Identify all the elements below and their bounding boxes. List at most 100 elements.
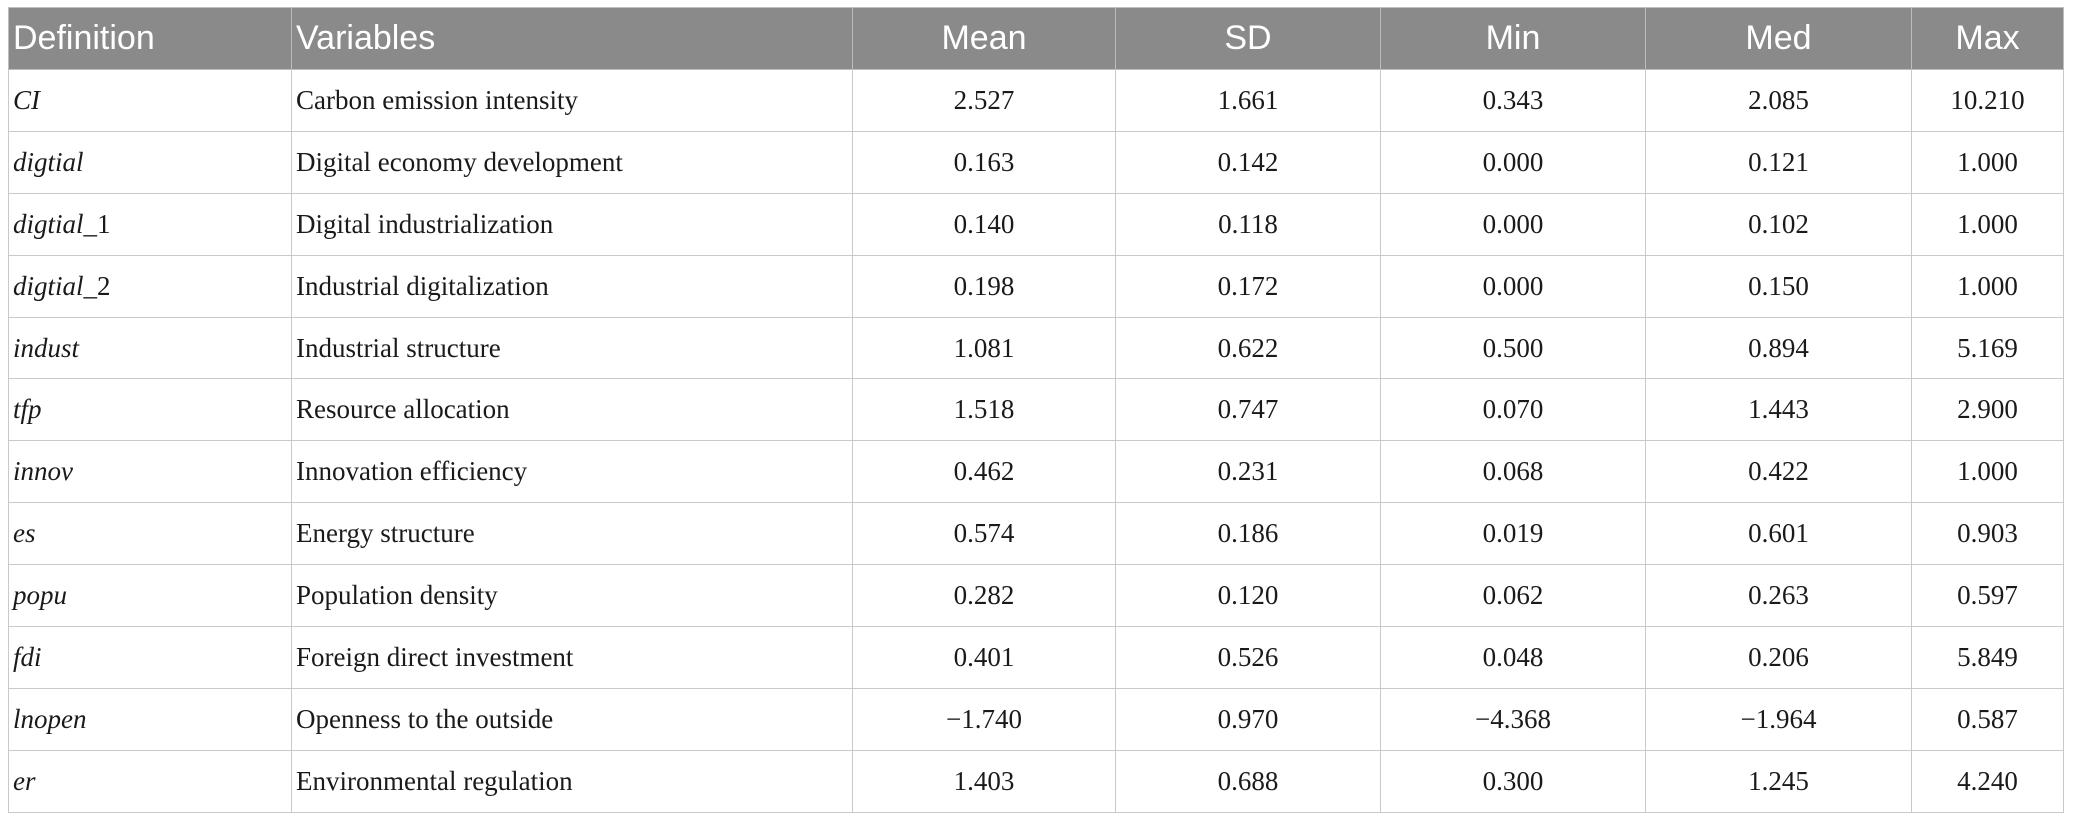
med-value: 0.150	[1645, 254, 1912, 318]
variable-symbol-cell: CI	[8, 69, 292, 132]
sd-value: 0.688	[1115, 749, 1381, 813]
sd-value: 1.661	[1115, 69, 1381, 132]
header-definition: Definition	[8, 7, 292, 70]
max-value: 5.849	[1911, 626, 2064, 689]
med-value: 1.443	[1645, 378, 1912, 442]
table-row: tfp Resource allocation 1.518 0.747 0.070 1.4…	[8, 378, 2064, 442]
max-value: 1.000	[1911, 440, 2064, 504]
min-value: 0.500	[1380, 316, 1646, 380]
table-row: indust Industrial structure 1.081 0.622 0.50…	[8, 316, 2064, 380]
variable-symbol: digtial	[13, 208, 84, 239]
mean-value: 0.401	[852, 626, 1116, 689]
max-value: 0.903	[1911, 502, 2064, 566]
variable-description: Digital economy development	[291, 130, 853, 194]
med-value: 0.102	[1645, 192, 1912, 256]
min-value: 0.000	[1380, 130, 1646, 194]
med-value: 2.085	[1645, 69, 1912, 132]
min-value: 0.062	[1380, 564, 1646, 628]
min-value: 0.000	[1380, 192, 1646, 256]
variable-symbol: tfp	[13, 394, 42, 425]
table-row: es Energy structure 0.574 0.186 0.019 0.601 0.…	[8, 502, 2064, 566]
table-row: digtial Digital economy development 0.163 0…	[8, 130, 2064, 194]
variable-symbol: es	[13, 518, 36, 549]
variable-description: Foreign direct investment	[291, 626, 853, 689]
variable-symbol-cell: digtial	[8, 130, 292, 194]
variable-description: Environmental regulation	[291, 749, 853, 813]
med-value: 0.263	[1645, 564, 1912, 628]
header-mean: Mean	[852, 7, 1116, 70]
mean-value: 0.140	[852, 192, 1116, 256]
sd-value: 0.970	[1115, 687, 1381, 751]
med-value: −1.964	[1645, 687, 1912, 751]
sd-value: 0.142	[1115, 130, 1381, 194]
max-value: 1.000	[1911, 192, 2064, 256]
max-value: 1.000	[1911, 130, 2064, 194]
mean-value: 0.282	[852, 564, 1116, 628]
mean-value: 0.574	[852, 502, 1116, 566]
max-value: 1.000	[1911, 254, 2064, 318]
variable-symbol: indust	[13, 332, 80, 363]
max-value: 10.210	[1911, 69, 2064, 132]
variable-description: Innovation efficiency	[291, 440, 853, 504]
sd-value: 0.622	[1115, 316, 1381, 380]
med-value: 0.422	[1645, 440, 1912, 504]
variable-symbol-cell: tfp	[8, 378, 292, 442]
sd-value: 0.186	[1115, 502, 1381, 566]
max-value: 0.587	[1911, 687, 2064, 751]
min-value: 0.070	[1380, 378, 1646, 442]
header-sd: SD	[1115, 7, 1381, 70]
table-row: fdi Foreign direct investment 0.401 0.526 0.…	[8, 626, 2064, 689]
table-row: CI Carbon emission intensity 2.527 1.661 0.3…	[8, 69, 2064, 132]
mean-value: 0.163	[852, 130, 1116, 194]
variable-suffix: _2	[83, 270, 111, 301]
min-value: 0.019	[1380, 502, 1646, 566]
mean-value: −1.740	[852, 687, 1116, 751]
variable-symbol-cell: innov	[8, 440, 292, 504]
med-value: 0.601	[1645, 502, 1912, 566]
mean-value: 2.527	[852, 69, 1116, 132]
med-value: 0.121	[1645, 130, 1912, 194]
variable-description: Industrial structure	[291, 316, 853, 380]
variable-description: Industrial digitalization	[291, 254, 853, 318]
min-value: 0.048	[1380, 626, 1646, 689]
variable-symbol: digtial	[13, 146, 84, 177]
variable-symbol: lnopen	[13, 703, 87, 734]
variable-symbol-cell: lnopen	[8, 687, 292, 751]
sd-value: 0.172	[1115, 254, 1381, 318]
variable-suffix: _1	[83, 208, 111, 239]
header-variables: Variables	[291, 7, 853, 70]
sd-value: 0.231	[1115, 440, 1381, 504]
table-row: digtial_1 Digital industrialization 0.140 0…	[8, 192, 2064, 256]
statistics-table-container: Definition Variables Mean SD Min Med Max…	[8, 7, 2064, 813]
variable-description: Digital industrialization	[291, 192, 853, 256]
variable-symbol: er	[13, 765, 36, 796]
table-row: popu Population density 0.282 0.120 0.062 0.2…	[8, 564, 2064, 628]
table-body: CI Carbon emission intensity 2.527 1.661 0.3…	[8, 69, 2064, 813]
variable-symbol-cell: popu	[8, 564, 292, 628]
min-value: 0.000	[1380, 254, 1646, 318]
descriptive-statistics-table: Definition Variables Mean SD Min Med Max…	[8, 7, 2064, 813]
variable-symbol: fdi	[13, 641, 42, 672]
table-row: digtial_2 Industrial digitalization 0.198 0…	[8, 254, 2064, 318]
sd-value: 0.118	[1115, 192, 1381, 256]
sd-value: 0.526	[1115, 626, 1381, 689]
sd-value: 0.120	[1115, 564, 1381, 628]
med-value: 0.206	[1645, 626, 1912, 689]
variable-symbol-cell: fdi	[8, 626, 292, 689]
med-value: 0.894	[1645, 316, 1912, 380]
max-value: 5.169	[1911, 316, 2064, 380]
header-med: Med	[1645, 7, 1912, 70]
variable-symbol-cell: indust	[8, 316, 292, 380]
table-row: er Environmental regulation 1.403 0.688 0.30…	[8, 749, 2064, 813]
variable-description: Openness to the outside	[291, 687, 853, 751]
header-row: Definition Variables Mean SD Min Med Max	[8, 7, 2064, 70]
mean-value: 0.198	[852, 254, 1116, 318]
sd-value: 0.747	[1115, 378, 1381, 442]
mean-value: 1.081	[852, 316, 1116, 380]
max-value: 0.597	[1911, 564, 2064, 628]
table-row: lnopen Openness to the outside −1.740 0.970…	[8, 687, 2064, 751]
max-value: 4.240	[1911, 749, 2064, 813]
variable-description: Carbon emission intensity	[291, 69, 853, 132]
variable-description: Energy structure	[291, 502, 853, 566]
variable-symbol: popu	[13, 580, 67, 611]
